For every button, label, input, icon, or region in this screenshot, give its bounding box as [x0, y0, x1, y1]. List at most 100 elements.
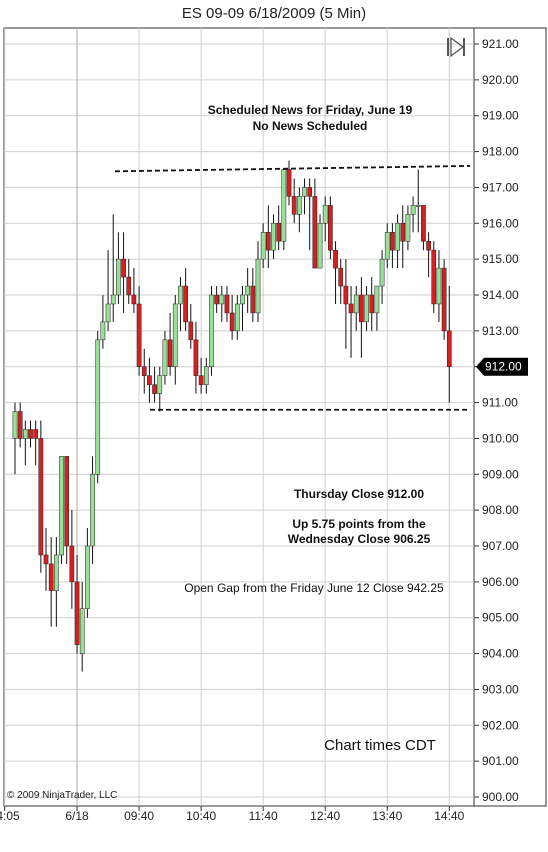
candle [147, 357, 152, 403]
candle [126, 259, 132, 304]
candle [178, 277, 183, 331]
candle-body-up [234, 303, 240, 332]
candle-body-up [436, 267, 442, 305]
candle [90, 456, 95, 564]
candle [312, 178, 318, 269]
candle-body-up [22, 429, 28, 439]
candle-body-down [328, 205, 333, 251]
up-points-line1: Up 5.75 points from the [292, 517, 426, 531]
candle [395, 214, 400, 269]
candle-body-up [209, 294, 214, 367]
chart-times-note: Chart times CDT [324, 737, 436, 754]
candle [291, 178, 297, 224]
candle [38, 420, 44, 573]
news-title: Scheduled News for Friday, June 19 [208, 103, 413, 117]
candle-body-down [276, 223, 282, 242]
last-price-label: 912.00 [485, 360, 522, 374]
candle [234, 295, 240, 340]
candle-body-up [415, 205, 421, 207]
candle [198, 357, 204, 394]
candle-body-down [126, 276, 132, 296]
candle [338, 259, 344, 304]
candle-body-up [240, 294, 245, 305]
candle [255, 241, 261, 322]
candle-body-up [374, 285, 380, 314]
open-gap-note: Open Gap from the Friday June 12 Close 9… [184, 581, 444, 595]
candle-body-up [255, 258, 261, 314]
candle [302, 178, 307, 215]
y-tick-label: 916.00 [482, 216, 519, 230]
chart-title: ES 09-09 6/18/2009 (5 Min) [181, 5, 367, 22]
candle-body-down [431, 249, 437, 305]
candle-body-down [74, 581, 80, 645]
candle [48, 537, 54, 627]
candle [410, 196, 416, 233]
candle-body-up [79, 608, 85, 654]
candle [116, 232, 121, 304]
candle [328, 196, 333, 260]
candle-body-down [141, 366, 147, 376]
candle [405, 205, 411, 251]
candle [348, 286, 354, 358]
candle [364, 286, 369, 331]
candle-body-down [167, 339, 173, 367]
candle [121, 232, 126, 313]
candle [369, 277, 375, 331]
candle [260, 223, 266, 269]
candle [64, 456, 70, 564]
candle-body-down [441, 267, 447, 332]
up-points-line2: Wednesday Close 906.25 [288, 532, 431, 546]
candle-body-down [214, 294, 219, 305]
candle [172, 295, 178, 385]
candle [162, 330, 168, 385]
copyright: © 2009 NinjaTrader, LLC [7, 790, 117, 801]
candle [322, 196, 328, 242]
candle [22, 420, 28, 466]
candle-body-down [28, 429, 33, 439]
candle-body-up [157, 375, 163, 394]
candle-body-down [33, 429, 39, 439]
candle [374, 285, 380, 331]
candle-body-down [48, 563, 54, 592]
candle [229, 295, 235, 340]
candle [400, 205, 406, 269]
candle [100, 295, 106, 349]
candle [54, 537, 59, 627]
candle [219, 286, 225, 322]
x-tick-label: 10:40 [186, 809, 216, 823]
candle-body-down [348, 303, 354, 314]
x-tick-label: 14:40 [434, 809, 464, 823]
candle [307, 178, 313, 251]
candle-body-down [333, 249, 338, 269]
candle-body-up [245, 285, 251, 296]
y-tick-label: 909.00 [482, 467, 519, 481]
candle [353, 286, 359, 331]
candle-body-up [260, 232, 266, 260]
candle [421, 205, 426, 251]
y-tick-label: 913.00 [482, 324, 519, 338]
candle-body-down [291, 196, 297, 215]
candle [203, 357, 209, 394]
candle-body-up [59, 456, 64, 556]
candle [384, 223, 390, 269]
candle-body-up [379, 258, 385, 287]
candle-body-down [131, 294, 137, 305]
candle-body-up [178, 285, 183, 305]
candle [224, 286, 230, 322]
candle-body-up [297, 196, 302, 215]
candle-body-down [188, 321, 194, 341]
candle-body-up [100, 321, 106, 341]
x-tick-label: 12:40 [310, 809, 340, 823]
candle [193, 321, 199, 394]
candle-layer [12, 160, 452, 672]
candle [152, 366, 157, 403]
play-pause-icon[interactable] [447, 36, 465, 58]
trendline-resistance [114, 165, 471, 173]
candle-body-down [426, 240, 431, 251]
grid-layer [4, 28, 474, 806]
candle [426, 232, 431, 278]
candle-body-down [224, 294, 230, 314]
candle-body-up [162, 339, 168, 376]
candle [79, 581, 85, 672]
